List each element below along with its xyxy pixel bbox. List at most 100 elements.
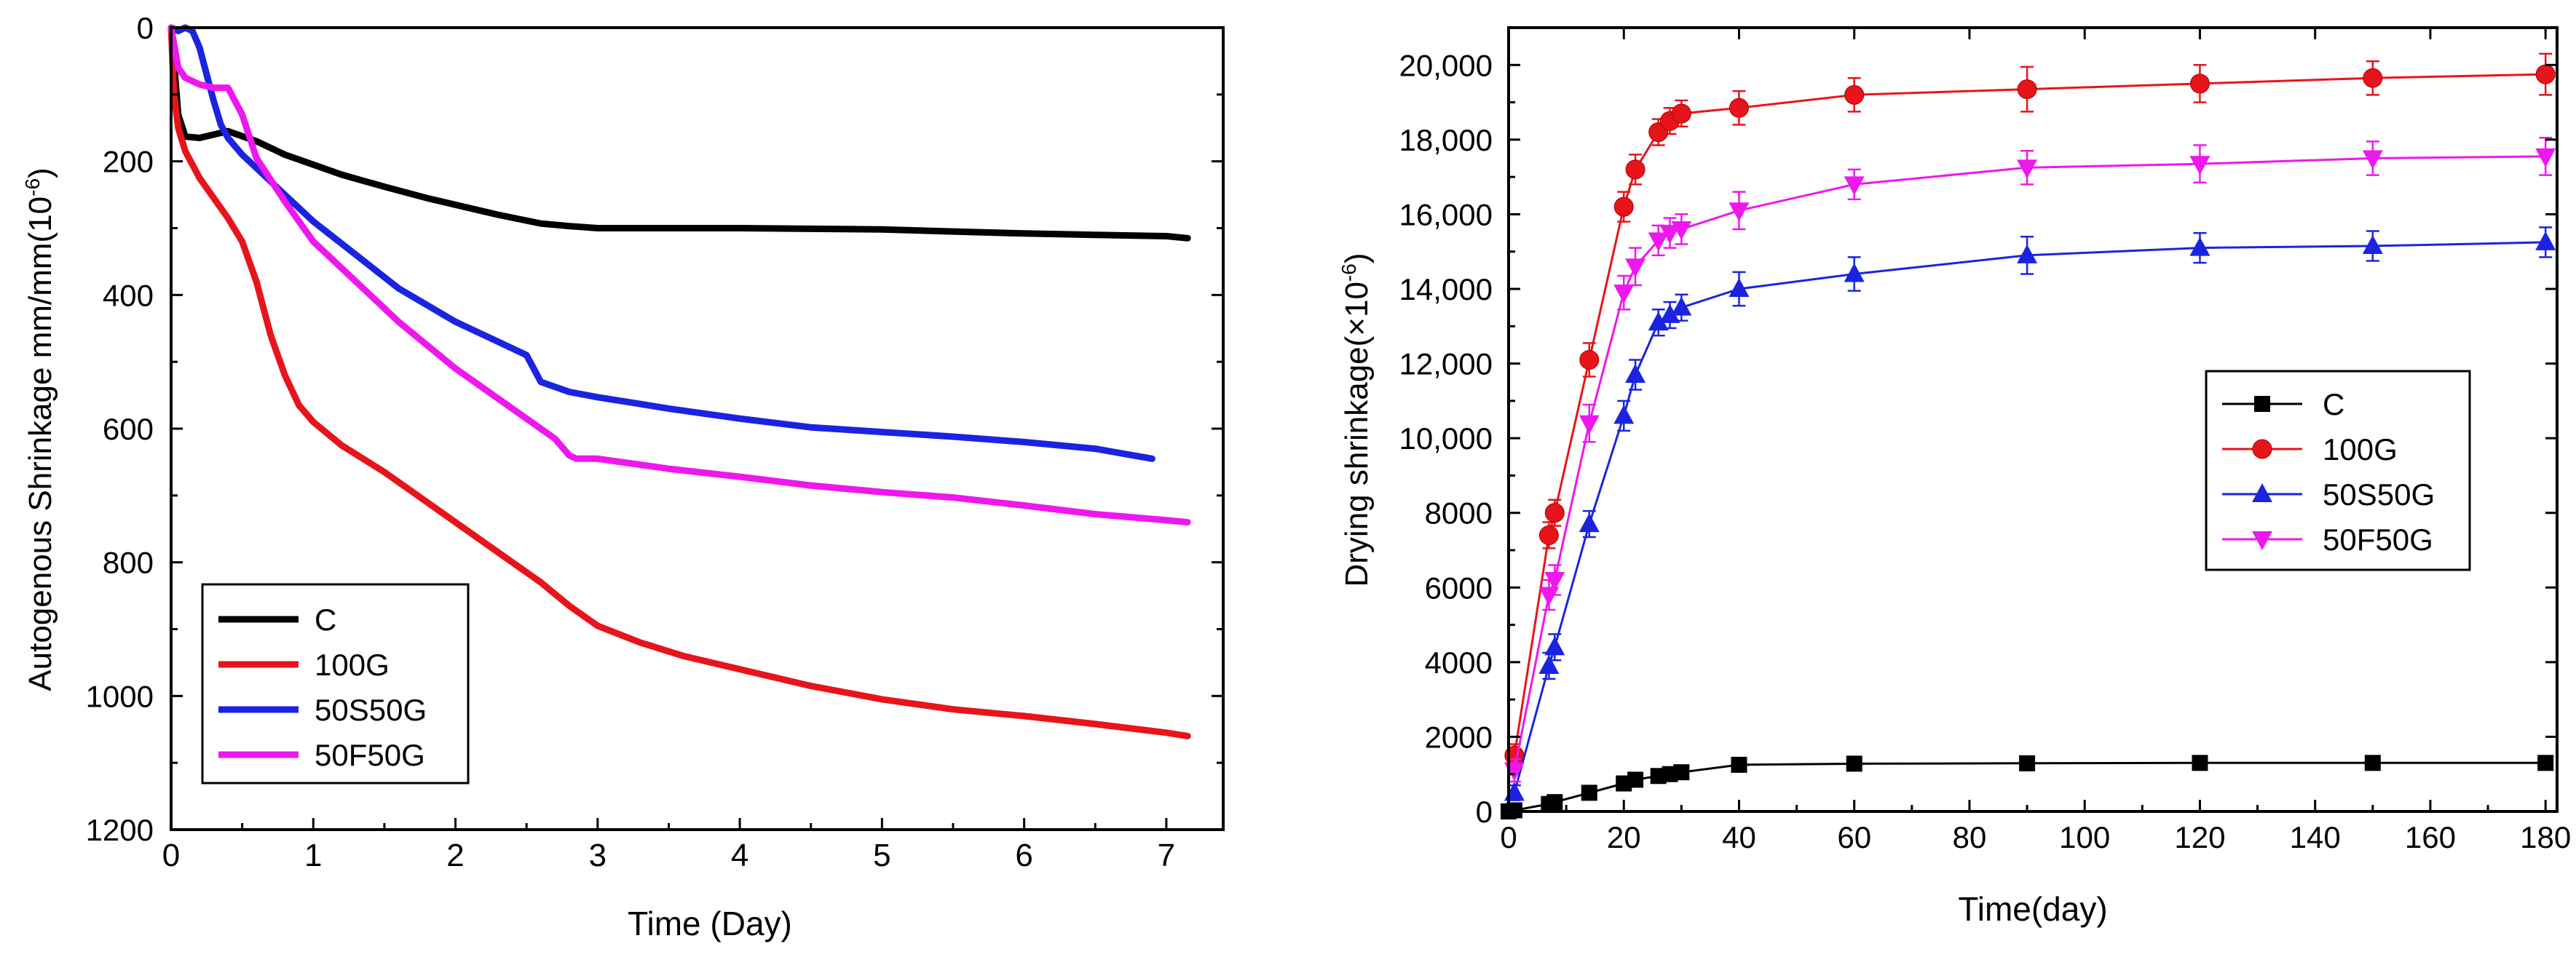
y-tick-label: 12,000 — [1399, 347, 1493, 381]
legend-label-c: C — [315, 603, 336, 637]
legend-marker-c — [2254, 396, 2270, 412]
data-point-100g — [1844, 84, 1865, 105]
legend-label-50s50g: 50S50G — [315, 693, 427, 727]
y-tick-label: 400 — [103, 278, 154, 312]
x-tick-label: 40 — [1722, 820, 1756, 854]
data-point-50f50g — [2189, 156, 2210, 175]
plot-area — [167, 24, 1191, 739]
legend-label-100g: 100G — [315, 648, 390, 682]
series-c — [1501, 755, 2554, 819]
data-point-50f50g — [2017, 159, 2038, 179]
y-tick-label: 0 — [1476, 795, 1493, 829]
data-point-50f50g — [1538, 587, 1560, 606]
y-axis-title: Drying shrinkage(×10-6) — [1338, 253, 1375, 587]
data-point-100g — [2363, 68, 2383, 88]
y-tick-label: 14,000 — [1399, 272, 1493, 306]
data-point-c — [2537, 755, 2554, 771]
data-point-50s50g — [1659, 303, 1680, 323]
series-line-100g — [167, 24, 1191, 739]
drying-shrinkage-chart: 0 20 40 60 80 100 120 140 160 180 0 2000 4000 6000 80… — [1338, 26, 2571, 928]
y-tick-label: 18,000 — [1399, 123, 1493, 157]
data-point-100g — [1613, 196, 1634, 217]
data-point-100g — [2189, 74, 2210, 94]
x-tick-label: 0 — [162, 838, 180, 873]
y-axis: 0 200 400 600 800 1000 1200 — [86, 11, 1223, 847]
x-tick-label: 120 — [2174, 820, 2225, 854]
data-point-50s50g — [1648, 311, 1669, 331]
data-point-100g — [1544, 503, 1565, 523]
data-point-100g — [1538, 525, 1559, 545]
plot-frame — [1507, 26, 2559, 813]
y-tick-label: 4000 — [1425, 646, 1493, 680]
data-point-50s50g — [1625, 363, 1646, 383]
series-50f50g — [1504, 137, 2556, 783]
data-point-50f50g — [1659, 225, 1680, 245]
data-point-c — [1673, 764, 1690, 781]
x-tick-label: 20 — [1607, 820, 1641, 854]
data-point-c — [1731, 756, 1747, 773]
data-point-50f50g — [1671, 221, 1692, 240]
x-tick-label: 0 — [1500, 820, 1517, 854]
legend-label-100g: 100G — [2323, 432, 2398, 466]
y-tick-label: 600 — [103, 412, 154, 446]
data-point-100g — [1671, 103, 1691, 124]
data-point-50f50g — [1579, 415, 1600, 434]
legend-label-50f50g: 50F50G — [2323, 523, 2433, 557]
x-tick-label: 7 — [1158, 838, 1175, 873]
x-tick-label: 100 — [2059, 820, 2110, 854]
series-line-50s50g — [167, 24, 1155, 462]
y-tick-label: 1200 — [86, 813, 154, 847]
data-point-c — [2364, 755, 2381, 771]
y-tick-label: 1000 — [86, 679, 154, 713]
data-point-50s50g — [1728, 278, 1750, 297]
y-tick-label: 20,000 — [1399, 48, 1493, 82]
series-50s50g — [1504, 226, 2556, 801]
data-point-50f50g — [2535, 148, 2556, 167]
data-point-c — [2019, 755, 2036, 771]
data-point-50f50g — [1648, 232, 1669, 252]
autogenous-shrinkage-chart: 0 1 2 3 4 5 6 7 0 200 400 600 800 1000 1200 Time (Day… — [21, 11, 1225, 942]
data-point-100g — [1728, 98, 1749, 118]
data-point-100g — [2017, 79, 2037, 100]
data-point-100g — [2535, 64, 2556, 84]
data-point-50f50g — [2362, 150, 2383, 170]
x-tick-label: 5 — [873, 838, 890, 873]
y-tick-label: 0 — [137, 11, 154, 45]
x-tick-label: 1 — [304, 838, 322, 873]
data-point-50f50g — [1613, 285, 1635, 304]
legend-label-c: C — [2323, 387, 2344, 421]
legend-marker-50s50g — [2252, 483, 2272, 502]
y-tick-label: 200 — [103, 145, 154, 179]
data-point-50f50g — [1844, 176, 1865, 196]
legend: C 100G 50S50G 50F50G — [2205, 370, 2471, 571]
legend-marker-100g — [2252, 439, 2272, 459]
y-tick-label: 8000 — [1425, 496, 1493, 531]
x-axis-title: Time (Day) — [628, 905, 792, 942]
data-point-50s50g — [2535, 231, 2556, 250]
data-point-c — [1581, 785, 1597, 801]
x-tick-label: 160 — [2405, 820, 2456, 854]
data-point-50s50g — [1538, 654, 1560, 674]
y-tick-label: 10,000 — [1399, 421, 1493, 456]
data-point-50s50g — [1579, 513, 1600, 533]
y-tick-label: 16,000 — [1399, 197, 1493, 231]
x-tick-label: 3 — [589, 838, 607, 873]
x-axis-title: Time(day) — [1958, 890, 2107, 928]
series-line-50f50g — [167, 24, 1191, 526]
y-tick-label: 2000 — [1425, 720, 1493, 754]
data-point-50s50g — [1544, 636, 1565, 656]
data-point-c — [1546, 794, 1563, 811]
data-point-50s50g — [2017, 244, 2038, 263]
legend-marker-50f50g — [2252, 531, 2272, 550]
x-axis: 0 1 2 3 4 5 6 7 — [162, 818, 1175, 873]
data-point-50s50g — [1613, 405, 1635, 424]
data-point-c — [1627, 771, 1644, 788]
data-point-100g — [1625, 159, 1645, 180]
data-point-50s50g — [1671, 296, 1692, 316]
data-point-50s50g — [1844, 263, 1865, 282]
x-axis: 0 20 40 60 80 100 120 140 160 180 — [1500, 28, 2571, 854]
data-point-c — [2192, 755, 2208, 771]
x-tick-label: 80 — [1953, 820, 1987, 854]
data-point-50s50g — [2362, 235, 2383, 255]
